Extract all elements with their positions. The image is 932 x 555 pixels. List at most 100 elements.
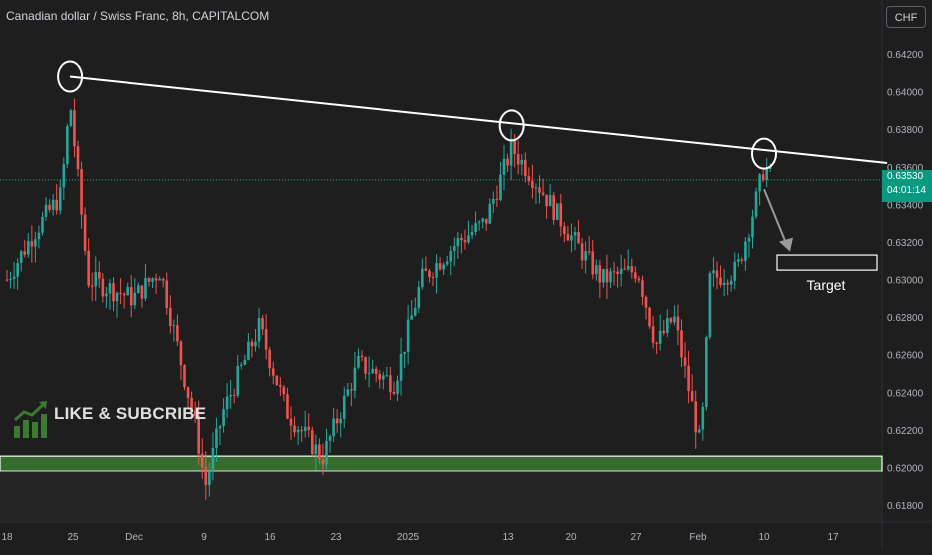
candle-body (453, 246, 456, 252)
currency-button[interactable]: CHF (886, 6, 926, 28)
candle-body (534, 187, 538, 189)
candle-body (321, 459, 325, 465)
candle-body (23, 251, 27, 255)
candle-body (449, 251, 453, 262)
candle-body (261, 317, 264, 330)
candle-body (477, 221, 481, 224)
candle-body (680, 330, 683, 358)
candle-body (705, 337, 708, 407)
candle-body (598, 265, 602, 283)
time-axis[interactable]: 18 25 Dec 9 16 23 2025 13 20 27 Feb 10 17 (1, 532, 839, 543)
candle-body (655, 342, 658, 344)
candle-body (311, 430, 314, 455)
candle-body (5, 279, 9, 281)
candle-body (662, 330, 666, 333)
candle-body (616, 271, 619, 274)
time-tick: 23 (330, 532, 342, 543)
candle-body (101, 278, 105, 297)
candle-body (80, 169, 83, 215)
candle-body (247, 341, 250, 360)
candle-body (438, 263, 442, 270)
candle-body (577, 232, 580, 244)
candle-body (527, 176, 531, 182)
zones-layer (0, 179, 883, 522)
candle-body (513, 140, 516, 155)
candle-body (271, 368, 275, 376)
candles-layer (5, 98, 772, 500)
candle-body (133, 292, 137, 306)
candle-body (98, 272, 101, 279)
candle-body (307, 426, 311, 431)
candle-body (612, 271, 616, 273)
candle-body (619, 268, 623, 274)
time-tick: Dec (125, 532, 143, 543)
candle-body (630, 266, 634, 273)
candle-body (410, 315, 413, 320)
candle-body (431, 277, 435, 279)
price-tick: 0.62600 (887, 351, 924, 362)
candle-body (27, 241, 30, 255)
candle-body (658, 330, 662, 344)
watermark-logo: LIKE & SUBCRIBE (12, 400, 206, 442)
candle-body (94, 272, 98, 287)
candle-body (580, 243, 584, 261)
price-tick: 0.63800 (887, 125, 924, 136)
candle-body (16, 263, 19, 277)
candle-body (492, 198, 495, 204)
candle-body (694, 401, 697, 433)
candle-body (229, 395, 232, 397)
candle-body (609, 271, 612, 283)
candle-body (250, 341, 254, 347)
candle-body (140, 285, 144, 299)
candle-body (456, 237, 460, 247)
candle-body (279, 384, 282, 387)
candle-body (66, 126, 69, 165)
candle-body (673, 316, 676, 323)
price-tick: 0.62200 (887, 426, 924, 437)
last-price-label: 0.63530 04:01:14 (882, 170, 932, 202)
candle-body (268, 349, 271, 369)
candle-body (623, 268, 626, 270)
candle-body (460, 237, 463, 241)
candle-body (190, 397, 193, 411)
candle-body (484, 218, 488, 224)
candle-body (683, 357, 687, 366)
candle-body (758, 174, 761, 192)
candle-body (463, 240, 467, 243)
candle-body (243, 359, 247, 365)
candle-body (328, 436, 332, 441)
candle-body (314, 444, 318, 455)
candle-body (108, 283, 112, 294)
candle-body (754, 191, 758, 217)
candle-body (296, 429, 300, 433)
projection-arrow-line (763, 188, 788, 247)
candle-body (129, 287, 133, 306)
candle-body (58, 187, 62, 211)
candle-body (115, 292, 119, 302)
drawings-layer: Target (57, 60, 888, 293)
candle-body (602, 268, 605, 283)
candle-body (389, 375, 392, 392)
price-tick: 0.61800 (887, 501, 924, 512)
candle-body (765, 168, 768, 181)
candle-body (687, 365, 690, 392)
candle-body (275, 375, 279, 385)
candle-body (413, 307, 417, 316)
time-tick: 16 (264, 532, 276, 543)
time-tick: 18 (1, 532, 13, 543)
candle-body (669, 318, 673, 323)
candle-body (303, 426, 307, 432)
candle-body (335, 418, 339, 424)
candle-body (442, 264, 445, 270)
candle-body (417, 287, 421, 308)
candle-body (541, 192, 545, 195)
price-axis[interactable]: 0.64200 0.64000 0.63800 0.63600 0.63200 0.630… (887, 50, 924, 512)
price-tick: 0.62400 (887, 388, 924, 399)
candle-body (421, 268, 424, 288)
candle-body (626, 266, 630, 270)
candle-body (90, 285, 94, 287)
candle-body (222, 409, 225, 427)
candle-body (165, 280, 169, 308)
